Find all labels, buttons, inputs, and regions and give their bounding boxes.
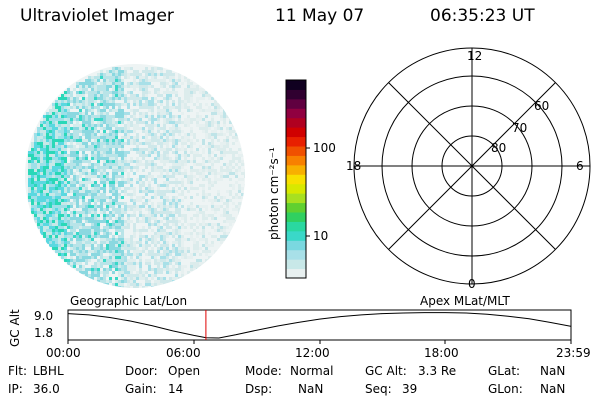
colorbar-swatch (286, 127, 306, 138)
mode-label: Mode: (245, 364, 282, 378)
mode-value: Normal (290, 364, 334, 378)
colorbar-swatch (286, 164, 306, 175)
timeline-left-title: Geographic Lat/Lon (70, 294, 187, 308)
altitude-curve (67, 312, 571, 339)
glon-label: GLon: (488, 382, 523, 396)
seq-label: Seq: (365, 382, 392, 396)
colorbar-swatch (286, 98, 306, 109)
dsp-label: Dsp: (245, 382, 273, 396)
colorbar-swatch (286, 117, 306, 128)
lat-label-60: 60 (534, 99, 549, 113)
ip-label: IP: (8, 382, 23, 396)
colorbar-swatch (286, 174, 306, 185)
colorbar-swatch (286, 240, 306, 251)
gain-label: Gain: (125, 382, 157, 396)
timeline-y-tick-low: 1.8 (34, 326, 53, 340)
image-date: 11 May 07 (275, 6, 365, 26)
colorbar-swatch (286, 89, 306, 100)
timeline-right-title: Apex MLat/MLT (420, 294, 510, 308)
lat-label-80: 80 (491, 141, 506, 155)
gcalt-value: 3.3 Re (418, 364, 457, 378)
colorbar-tick-100: 100 (313, 141, 336, 155)
polar-grid (353, 47, 591, 285)
imager-title: Ultraviolet Imager (20, 6, 174, 26)
dsp-value: NaN (298, 382, 324, 396)
colorbar-swatch (286, 136, 306, 147)
colorbar-unit-label: photon cm⁻²s⁻¹ (267, 147, 281, 240)
timeline-x-tick-1: 06:00 (166, 346, 201, 360)
timeline-x-tick-0: 00:00 (46, 346, 81, 360)
image-time: 06:35:23 UT (430, 6, 535, 26)
timeline-x-tick-4: 23:59 (556, 346, 591, 360)
colorbar-swatch (286, 80, 306, 90)
colorbar-swatch (286, 155, 306, 166)
glon-value: NaN (540, 382, 566, 396)
ip-value: 36.0 (33, 382, 60, 396)
door-value: Open (168, 364, 201, 378)
lat-label-70: 70 (512, 121, 527, 135)
earth-disk-image (25, 64, 245, 288)
mlt-label-0: 0 (468, 277, 476, 291)
colorbar-swatch (286, 146, 306, 156)
colorbar-swatch (286, 259, 306, 270)
timeline-x-tick-2: 12:00 (295, 346, 330, 360)
mlt-label-18: 18 (346, 159, 361, 173)
filter-value: LBHL (33, 364, 64, 378)
colorbar-swatch (286, 212, 306, 222)
seq-value: 39 (402, 382, 418, 396)
colorbar: 100 10 photon cm⁻²s⁻¹ (267, 79, 336, 279)
timeline-x-tick-3: 18:00 (424, 346, 459, 360)
colorbar-swatch (286, 108, 306, 119)
colorbar-swatch (286, 249, 306, 260)
colorbar-swatch (286, 193, 306, 204)
colorbar-swatch (286, 230, 306, 241)
mlt-label-6: 6 (576, 159, 584, 173)
door-label: Door: (125, 364, 158, 378)
glat-label: GLat: (488, 364, 521, 378)
colorbar-swatch (286, 268, 306, 279)
colorbar-tick-10: 10 (313, 229, 328, 243)
timeline-y-label: GC Alt (8, 309, 22, 347)
mlt-label-12: 12 (467, 49, 482, 63)
gain-value: 14 (168, 382, 184, 396)
filter-label: Flt: (8, 364, 27, 378)
gcalt-label: GC Alt: (365, 364, 407, 378)
colorbar-swatch (286, 202, 306, 213)
timeline-y-tick-high: 9.0 (34, 309, 53, 323)
colorbar-swatch (286, 183, 306, 194)
altitude-timeline: Geographic Lat/Lon Apex MLat/MLT GC Alt … (8, 294, 591, 360)
colorbar-swatch (286, 221, 306, 232)
glat-value: NaN (540, 364, 566, 378)
